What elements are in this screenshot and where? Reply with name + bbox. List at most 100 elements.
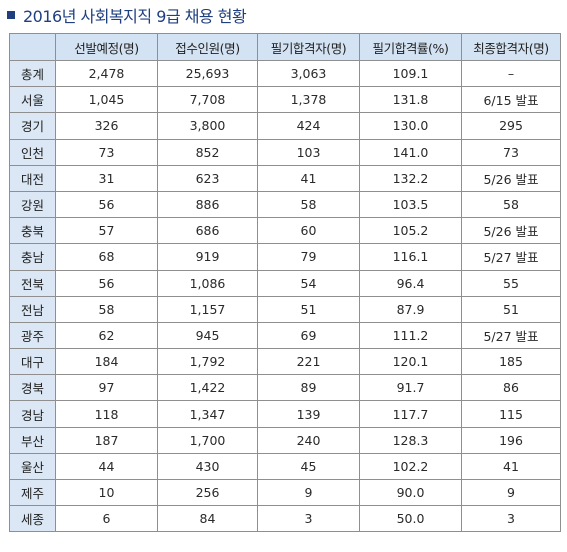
- final-pass-cell: 58: [461, 190, 561, 219]
- written-pass-cell: 45: [257, 452, 360, 481]
- table-row: 충남 68 919 79 116.1 5/27 발표: [9, 243, 561, 271]
- final-pass-cell: 73: [461, 138, 561, 166]
- table-row: 강원 56 886 58 103.5 58: [9, 190, 561, 219]
- applicants-cell: 7,708: [157, 86, 258, 114]
- planned-cell: 6: [55, 505, 158, 533]
- applicants-cell: 256: [157, 478, 258, 507]
- region-cell: 충북: [9, 217, 56, 245]
- header-corner: [9, 33, 56, 61]
- written-rate-cell: 131.8: [359, 86, 462, 114]
- planned-cell: 184: [55, 348, 158, 376]
- final-pass-cell: 5/27 발표: [461, 321, 561, 350]
- planned-cell: 2,478: [55, 59, 158, 88]
- written-pass-cell: 54: [257, 269, 360, 297]
- written-pass-cell: 69: [257, 321, 360, 350]
- final-pass-cell: 196: [461, 426, 561, 454]
- region-cell: 대전: [9, 164, 56, 192]
- region-cell: 울산: [9, 452, 56, 481]
- final-pass-cell: 9: [461, 478, 561, 507]
- written-rate-cell: 90.0: [359, 478, 462, 507]
- written-rate-cell: 111.2: [359, 321, 462, 350]
- region-cell: 경남: [9, 400, 56, 428]
- table-row: 경남 118 1,347 139 117.7 115: [9, 400, 561, 428]
- applicants-cell: 84: [157, 505, 258, 533]
- written-rate-cell: 116.1: [359, 243, 462, 271]
- region-cell: 전남: [9, 295, 56, 323]
- final-pass-cell: 86: [461, 374, 561, 402]
- applicants-cell: 25,693: [157, 59, 258, 88]
- final-pass-cell: 185: [461, 348, 561, 376]
- written-rate-cell: 87.9: [359, 295, 462, 323]
- planned-cell: 97: [55, 374, 158, 402]
- final-pass-cell: 3: [461, 505, 561, 533]
- region-cell: 인천: [9, 138, 56, 166]
- written-pass-cell: 240: [257, 426, 360, 454]
- table-row: 대전 31 623 41 132.2 5/26 발표: [9, 164, 561, 192]
- table-row: 부산 187 1,700 240 128.3 196: [9, 426, 561, 454]
- written-pass-cell: 3: [257, 505, 360, 533]
- table-row: 서울 1,045 7,708 1,378 131.8 6/15 발표: [9, 86, 561, 114]
- written-pass-cell: 9: [257, 478, 360, 507]
- written-rate-cell: 132.2: [359, 164, 462, 192]
- final-pass-cell: 295: [461, 112, 561, 140]
- planned-cell: 10: [55, 478, 158, 507]
- written-pass-cell: 51: [257, 295, 360, 323]
- region-cell: 세종: [9, 505, 56, 533]
- final-pass-cell: 41: [461, 452, 561, 481]
- written-pass-cell: 221: [257, 348, 360, 376]
- written-rate-cell: 141.0: [359, 138, 462, 166]
- planned-cell: 31: [55, 164, 158, 192]
- applicants-cell: 919: [157, 243, 258, 271]
- applicants-cell: 1,086: [157, 269, 258, 297]
- planned-cell: 44: [55, 452, 158, 481]
- applicants-cell: 1,792: [157, 348, 258, 376]
- table-row: 울산 44 430 45 102.2 41: [9, 452, 561, 481]
- page-title: 2016년 사회복지직 9급 채용 현황: [5, 4, 247, 26]
- planned-cell: 1,045: [55, 86, 158, 114]
- region-cell: 광주: [9, 321, 56, 350]
- written-pass-cell: 89: [257, 374, 360, 402]
- square-bullet-icon: [7, 11, 15, 19]
- final-pass-cell: 55: [461, 269, 561, 297]
- written-rate-cell: 96.4: [359, 269, 462, 297]
- written-rate-cell: 120.1: [359, 348, 462, 376]
- header-applicants: 접수인원(명): [157, 33, 258, 61]
- written-pass-cell: 41: [257, 164, 360, 192]
- table-row: 광주 62 945 69 111.2 5/27 발표: [9, 321, 561, 350]
- applicants-cell: 852: [157, 138, 258, 166]
- table-row: 총계 2,478 25,693 3,063 109.1–: [9, 59, 561, 88]
- recruitment-table: 선발예정(명) 접수인원(명) 필기합격자(명) 필기합격률(%) 최종합격자(…: [9, 33, 561, 533]
- header-final-pass: 최종합격자(명): [461, 33, 561, 61]
- written-pass-cell: 1,378: [257, 86, 360, 114]
- region-cell: 경기: [9, 112, 56, 140]
- table-row: 충북 57 686 60 105.2 5/26 발표: [9, 217, 561, 245]
- region-cell: 서울: [9, 86, 56, 114]
- final-pass-cell: 5/26 발표: [461, 164, 561, 192]
- header-planned: 선발예정(명): [55, 33, 158, 61]
- applicants-cell: 623: [157, 164, 258, 192]
- applicants-cell: 1,347: [157, 400, 258, 428]
- written-rate-cell: 109.1: [359, 59, 462, 88]
- planned-cell: 187: [55, 426, 158, 454]
- region-cell: 충남: [9, 243, 56, 271]
- written-rate-cell: 103.5: [359, 190, 462, 219]
- table-row: 전남 58 1,157 51 87.9 51: [9, 295, 561, 323]
- written-rate-cell: 117.7: [359, 400, 462, 428]
- written-pass-cell: 58: [257, 190, 360, 219]
- planned-cell: 56: [55, 190, 158, 219]
- final-pass-cell: 51: [461, 295, 561, 323]
- table-row: 전북 56 1,086 54 96.4 55: [9, 269, 561, 297]
- final-pass-cell: 5/26 발표: [461, 217, 561, 245]
- written-rate-cell: 105.2: [359, 217, 462, 245]
- region-cell: 강원: [9, 190, 56, 219]
- planned-cell: 56: [55, 269, 158, 297]
- applicants-cell: 1,157: [157, 295, 258, 323]
- final-pass-cell: 5/27 발표: [461, 243, 561, 271]
- region-cell: 경북: [9, 374, 56, 402]
- planned-cell: 68: [55, 243, 158, 271]
- written-pass-cell: 3,063: [257, 59, 360, 88]
- written-rate-cell: 102.2: [359, 452, 462, 481]
- applicants-cell: 430: [157, 452, 258, 481]
- table-row: 제주 10 256 9 90.0 9: [9, 478, 561, 507]
- region-cell: 총계: [9, 59, 56, 88]
